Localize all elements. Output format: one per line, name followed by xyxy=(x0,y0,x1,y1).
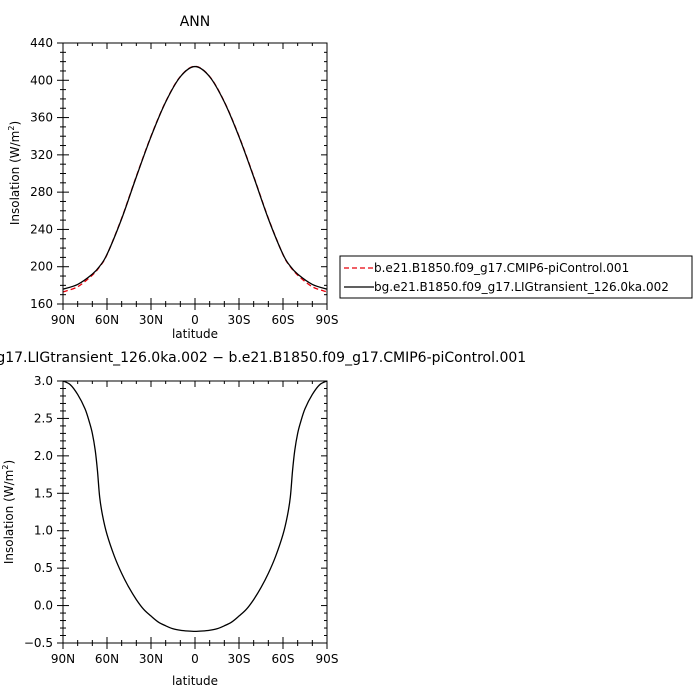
bottom-x-tick-label: 90N xyxy=(51,652,75,666)
bottom-y-tick-label: −0.5 xyxy=(24,636,53,650)
bottom-x-tick-label: 90S xyxy=(316,652,339,666)
bottom-x-axis-label: latitude xyxy=(172,674,218,688)
top-y-tick-label: 440 xyxy=(30,36,53,50)
bottom-y-axis-label: Insolation (W/m2) xyxy=(1,460,16,564)
top-series-layer xyxy=(62,65,328,293)
top-y-axis-label-main: Insolation (W/m xyxy=(8,131,22,226)
top-x-tick-label: 90N xyxy=(51,313,75,327)
top-x-axis-label: latitude xyxy=(172,327,218,341)
bottom-tick-layer: 90N 60N 30N 0 30S 60S 90S −0.5 0.0 0.5 1.0 1.5 2.0 2.… xyxy=(24,374,339,666)
top-y-tick-label: 280 xyxy=(30,185,53,199)
top-y-axis-label-sup: 2 xyxy=(7,126,16,131)
bottom-x-tick-label: 60S xyxy=(272,652,295,666)
legend-label-ligtransient: bg.e21.B1850.f09_g17.LIGtransient_126.0k… xyxy=(374,280,669,294)
top-y-tick-label: 240 xyxy=(30,222,53,236)
top-x-tick-label: 0 xyxy=(191,313,199,327)
bottom-x-tick-label: 30N xyxy=(139,652,163,666)
bottom-x-tick-label: 0 xyxy=(191,652,199,666)
top-y-tick-label: 320 xyxy=(30,148,53,162)
top-y-tick-label: 400 xyxy=(30,73,53,87)
bottom-y-tick-label: 3.0 xyxy=(34,374,53,388)
top-x-tick-label: 60N xyxy=(95,313,119,327)
bottom-chart-title: bg.e21.B1850.f09_g17.LIGtransient_126.0k… xyxy=(0,350,526,366)
top-x-tick-label: 90S xyxy=(316,313,339,327)
top-chart-title: ANN xyxy=(180,14,211,30)
bottom-y-tick-label: 0.5 xyxy=(34,561,53,575)
bottom-y-tick-label: 2.5 xyxy=(34,411,53,425)
top-panel: ANN 90N 60N 30N 0 30S 60S 90S 160 200 240 280 320 36… xyxy=(7,14,338,341)
bottom-x-tick-label: 60N xyxy=(95,652,119,666)
top-series-line-1 xyxy=(62,65,328,290)
top-y-axis-label-close: ) xyxy=(8,121,22,126)
top-y-tick-label: 360 xyxy=(30,111,53,125)
bottom-y-tick-label: 2.0 xyxy=(34,449,53,463)
top-y-tick-label: 200 xyxy=(30,260,53,274)
top-y-tick-label: 160 xyxy=(30,297,53,311)
bottom-y-tick-label: 0.0 xyxy=(34,599,53,613)
bottom-y-axis-label-sup: 2 xyxy=(1,465,10,470)
bottom-panel: bg.e21.B1850.f09_g17.LIGtransient_126.0k… xyxy=(0,350,526,688)
top-x-tick-label: 30S xyxy=(228,313,251,327)
bottom-x-tick-label: 30S xyxy=(228,652,251,666)
legend: b.e21.B1850.f09_g17.CMIP6-piControl.001 … xyxy=(339,255,693,299)
top-tick-layer: 90N 60N 30N 0 30S 60S 90S 160 200 240 280 320 360 400… xyxy=(30,36,338,327)
top-y-axis-label: Insolation (W/m2) xyxy=(7,121,22,225)
top-x-tick-label: 30N xyxy=(139,313,163,327)
bottom-y-tick-label: 1.0 xyxy=(34,524,53,538)
bottom-series-line-0 xyxy=(62,380,328,633)
bottom-series-layer xyxy=(62,380,328,633)
top-x-tick-label: 60S xyxy=(272,313,295,327)
legend-label-picontrol: b.e21.B1850.f09_g17.CMIP6-piControl.001 xyxy=(374,261,629,275)
bottom-y-axis-label-close: ) xyxy=(2,460,16,465)
bottom-y-tick-label: 1.5 xyxy=(34,486,53,500)
bottom-y-axis-label-main: Insolation (W/m xyxy=(2,470,16,565)
legend-box xyxy=(339,255,693,299)
